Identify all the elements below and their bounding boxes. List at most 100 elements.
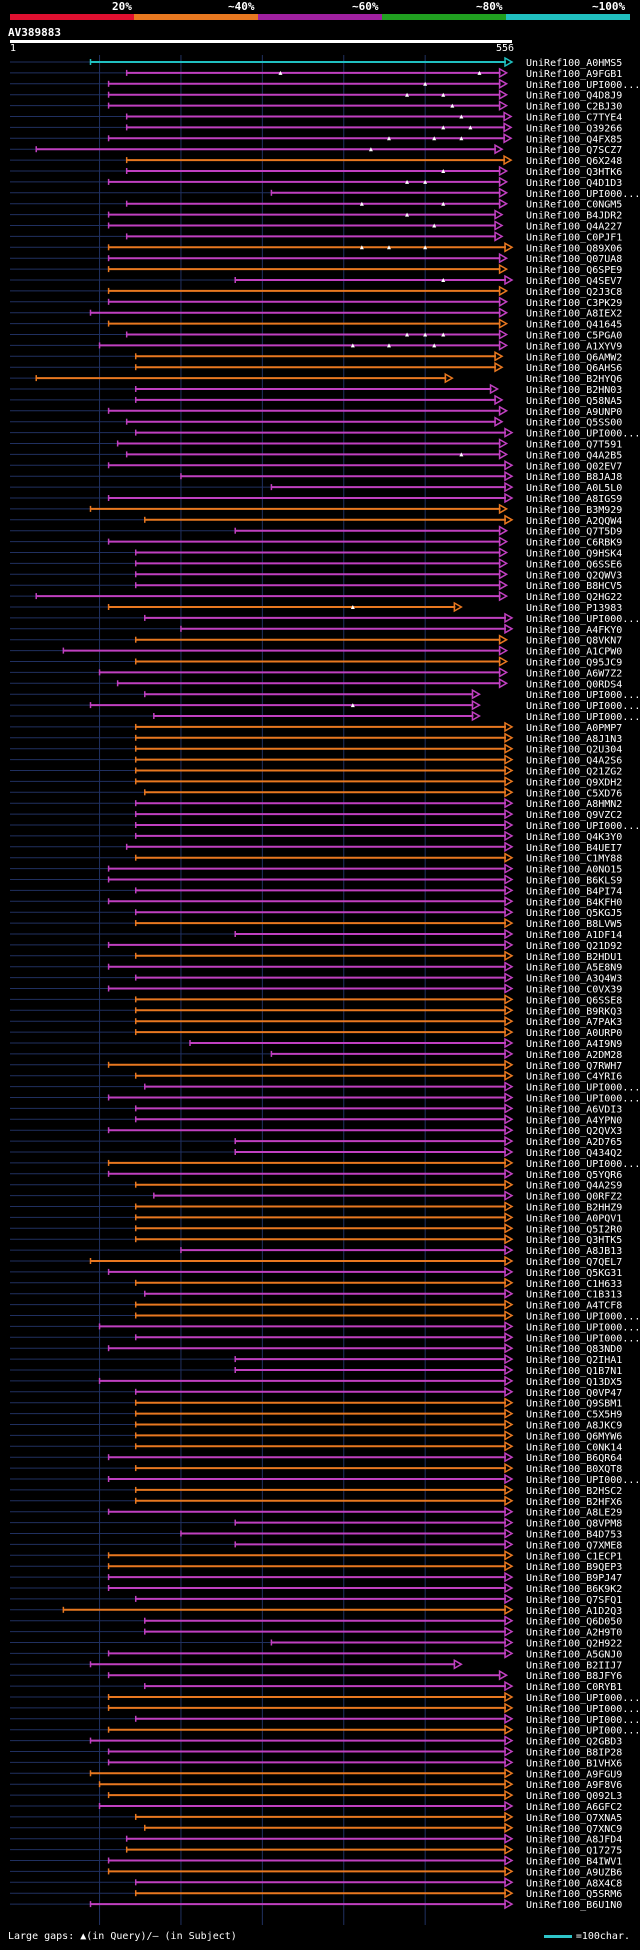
hit-label[interactable]: UniRef100_C3PK29 xyxy=(526,298,622,309)
hit-label[interactable]: UniRef100_B0XQT8 xyxy=(526,1464,622,1475)
hit-label[interactable]: UniRef100_Q7XNC9 xyxy=(526,1824,622,1835)
hit-label[interactable]: UniRef100_UPI000... xyxy=(526,1704,640,1715)
hit-label[interactable]: UniRef100_Q434Q2 xyxy=(526,1148,622,1159)
hit-label[interactable]: UniRef100_B2HHZ9 xyxy=(526,1203,622,1214)
hit-label[interactable]: UniRef100_Q4FX85 xyxy=(526,134,622,145)
hit-label[interactable]: UniRef100_Q5SRM6 xyxy=(526,1889,622,1900)
hit-label[interactable]: UniRef100_B3M929 xyxy=(526,505,622,516)
hit-label[interactable]: UniRef100_Q6AMW2 xyxy=(526,352,622,363)
hit-label[interactable]: UniRef100_A1D2Q3 xyxy=(526,1606,622,1617)
hit-label[interactable]: UniRef100_C5X5H9 xyxy=(526,1410,622,1421)
hit-label[interactable]: UniRef100_A9UZB6 xyxy=(526,1867,622,1878)
hit-label[interactable]: UniRef100_A4FKY0 xyxy=(526,625,622,636)
hit-label[interactable]: UniRef100_A8HMN2 xyxy=(526,799,622,810)
hit-label[interactable]: UniRef100_Q21ZG2 xyxy=(526,767,622,778)
hit-label[interactable]: UniRef100_Q41645 xyxy=(526,320,622,331)
hit-label[interactable]: UniRef100_A0PQV1 xyxy=(526,1213,622,1224)
hit-label[interactable]: UniRef100_B9PJ47 xyxy=(526,1573,622,1584)
hit-label[interactable]: UniRef100_A5GNJ0 xyxy=(526,1649,622,1660)
hit-label[interactable]: UniRef100_C0NK14 xyxy=(526,1442,622,1453)
hit-label[interactable]: UniRef100_Q6X248 xyxy=(526,156,622,167)
hit-label[interactable]: UniRef100_B8IP28 xyxy=(526,1748,622,1759)
hit-label[interactable]: UniRef100_B4D753 xyxy=(526,1530,622,1541)
hit-label[interactable]: UniRef100_B2HSC2 xyxy=(526,1486,622,1497)
hit-label[interactable]: UniRef100_B2HYQ6 xyxy=(526,374,622,385)
hit-label[interactable]: UniRef100_Q092L3 xyxy=(526,1791,622,1802)
hit-label[interactable]: UniRef100_C5XD76 xyxy=(526,788,622,799)
hit-label[interactable]: UniRef100_Q7XME8 xyxy=(526,1540,622,1551)
hit-label[interactable]: UniRef100_B9QEP3 xyxy=(526,1562,622,1573)
hit-label[interactable]: UniRef100_Q5KGJ5 xyxy=(526,908,622,919)
hit-label[interactable]: UniRef100_Q7XNA5 xyxy=(526,1813,622,1824)
hit-label[interactable]: UniRef100_Q7SCZ7 xyxy=(526,145,622,156)
hit-label[interactable]: UniRef100_A6VDI3 xyxy=(526,1104,622,1115)
hit-label[interactable]: UniRef100_A9FGB1 xyxy=(526,69,622,80)
hit-label[interactable]: UniRef100_A9FGU9 xyxy=(526,1769,622,1780)
hit-label[interactable]: UniRef100_UPI000... xyxy=(526,1312,640,1323)
hit-label[interactable]: UniRef100_B6U1N0 xyxy=(526,1900,622,1911)
hit-label[interactable]: UniRef100_UPI000... xyxy=(526,712,640,723)
hit-label[interactable]: UniRef100_UPI000... xyxy=(526,614,640,625)
hit-label[interactable]: UniRef100_UPI000... xyxy=(526,1475,640,1486)
hit-label[interactable]: UniRef100_Q7T5D9 xyxy=(526,527,622,538)
hit-label[interactable]: UniRef100_C7TYE4 xyxy=(526,113,622,124)
hit-label[interactable]: UniRef100_UPI000... xyxy=(526,701,640,712)
hit-label[interactable]: UniRef100_A9F8V6 xyxy=(526,1780,622,1791)
hit-label[interactable]: UniRef100_Q2J3C8 xyxy=(526,287,622,298)
hit-label[interactable]: UniRef100_A6GFC2 xyxy=(526,1802,622,1813)
hit-label[interactable]: UniRef100_Q95JC9 xyxy=(526,658,622,669)
hit-label[interactable]: UniRef100_A4TCF8 xyxy=(526,1301,622,1312)
hit-label[interactable]: UniRef100_Q2QVX3 xyxy=(526,1126,622,1137)
hit-label[interactable]: UniRef100_Q89X06 xyxy=(526,243,622,254)
hit-label[interactable]: UniRef100_A2H9T0 xyxy=(526,1628,622,1639)
hit-label[interactable]: UniRef100_Q4A2S6 xyxy=(526,756,622,767)
hit-label[interactable]: UniRef100_A4I9N9 xyxy=(526,1039,622,1050)
hit-label[interactable]: UniRef100_Q17275 xyxy=(526,1846,622,1857)
hit-label[interactable]: UniRef100_Q02EV7 xyxy=(526,461,622,472)
hit-label[interactable]: UniRef100_B8JAJ8 xyxy=(526,472,622,483)
hit-label[interactable]: UniRef100_Q8VPM8 xyxy=(526,1519,622,1530)
hit-label[interactable]: UniRef100_Q2H922 xyxy=(526,1639,622,1650)
hit-label[interactable]: UniRef100_Q5KG31 xyxy=(526,1268,622,1279)
hit-label[interactable]: UniRef100_B2HDU1 xyxy=(526,952,622,963)
hit-label[interactable]: UniRef100_A8J1N3 xyxy=(526,734,622,745)
hit-label[interactable]: UniRef100_B2IIJ7 xyxy=(526,1660,622,1671)
hit-label[interactable]: UniRef100_A8JKC9 xyxy=(526,1421,622,1432)
hit-label[interactable]: UniRef100_UPI000... xyxy=(526,1094,640,1105)
hit-label[interactable]: UniRef100_Q4D1D3 xyxy=(526,178,622,189)
hit-label[interactable]: UniRef100_Q2IHA1 xyxy=(526,1355,622,1366)
hit-label[interactable]: UniRef100_Q5SS00 xyxy=(526,418,622,429)
hit-label[interactable]: UniRef100_P13983 xyxy=(526,603,622,614)
hit-label[interactable]: UniRef100_B4IWV1 xyxy=(526,1857,622,1868)
hit-label[interactable]: UniRef100_Q6SPE9 xyxy=(526,265,622,276)
hit-label[interactable]: UniRef100_Q8VKN7 xyxy=(526,636,622,647)
hit-label[interactable]: UniRef100_A8LE29 xyxy=(526,1508,622,1519)
hit-label[interactable]: UniRef100_Q2U304 xyxy=(526,745,622,756)
hit-label[interactable]: UniRef100_C0VX39 xyxy=(526,985,622,996)
hit-label[interactable]: UniRef100_Q58NA5 xyxy=(526,396,622,407)
hit-label[interactable]: UniRef100_A2D765 xyxy=(526,1137,622,1148)
hit-label[interactable]: UniRef100_A0URP0 xyxy=(526,1028,622,1039)
hit-label[interactable]: UniRef100_UPI000... xyxy=(526,1726,640,1737)
hit-label[interactable]: UniRef100_Q4A2B5 xyxy=(526,450,622,461)
hit-label[interactable]: UniRef100_A8IGS9 xyxy=(526,494,622,505)
hit-label[interactable]: UniRef100_Q4D8J9 xyxy=(526,91,622,102)
hit-label[interactable]: UniRef100_Q6AHS6 xyxy=(526,363,622,374)
hit-label[interactable]: UniRef100_Q0RDS4 xyxy=(526,679,622,690)
hit-label[interactable]: UniRef100_A4YPN0 xyxy=(526,1115,622,1126)
hit-label[interactable]: UniRef100_C6RBK9 xyxy=(526,538,622,549)
hit-label[interactable]: UniRef100_Q7RWH7 xyxy=(526,1061,622,1072)
hit-label[interactable]: UniRef100_Q7T591 xyxy=(526,440,622,451)
hit-label[interactable]: UniRef100_A0PMP7 xyxy=(526,723,622,734)
hit-label[interactable]: UniRef100_Q6SSE8 xyxy=(526,995,622,1006)
hit-label[interactable]: UniRef100_A6W7Z2 xyxy=(526,668,622,679)
hit-label[interactable]: UniRef100_UPI000... xyxy=(526,1333,640,1344)
hit-label[interactable]: UniRef100_C1H633 xyxy=(526,1279,622,1290)
hit-label[interactable]: UniRef100_UPI000... xyxy=(526,189,640,200)
hit-label[interactable]: UniRef100_C2BJ30 xyxy=(526,102,622,113)
hit-label[interactable]: UniRef100_Q5YQR6 xyxy=(526,1170,622,1181)
hit-label[interactable]: UniRef100_A0L5L0 xyxy=(526,483,622,494)
hit-label[interactable]: UniRef100_B4PI74 xyxy=(526,886,622,897)
hit-label[interactable]: UniRef100_UPI000... xyxy=(526,429,640,440)
hit-label[interactable]: UniRef100_B8JFY6 xyxy=(526,1671,622,1682)
